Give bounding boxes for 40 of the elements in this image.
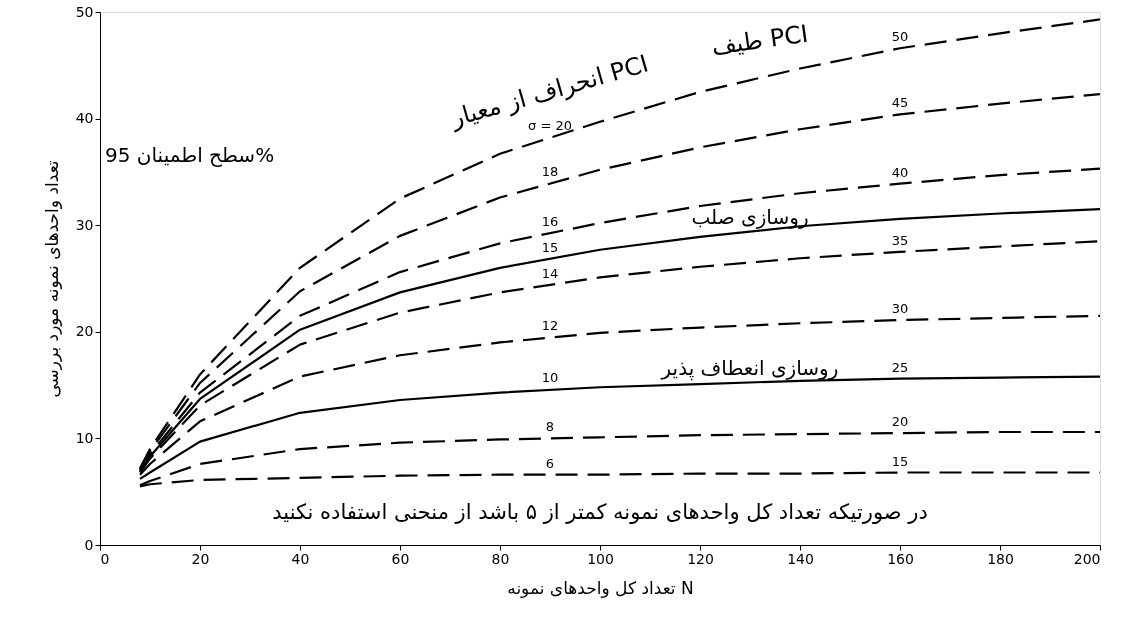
annotation: 15 [541, 240, 559, 256]
y-tick-label: 50 [75, 3, 94, 20]
annotation: 35 [891, 232, 909, 248]
x-tick-label: 140 [787, 550, 814, 567]
y-tick-label: 10 [75, 429, 94, 446]
annotation: 20 [891, 414, 909, 430]
annotation: 10 [541, 370, 559, 386]
x-tick-label: 80 [491, 550, 510, 567]
annotation: طیف PCI [709, 19, 810, 61]
annotation: 50 [891, 29, 909, 45]
annotation: 16 [541, 213, 559, 229]
y-tick-label: 30 [75, 216, 94, 233]
annotation: 14 [541, 265, 559, 281]
y-tick-label: 40 [75, 110, 94, 127]
annotation: در صورتیکه تعداد کل واحدهای نمونه کمتر از ۵ باشد از منحنی استفاده نکنید [272, 500, 928, 525]
x-tick-label: 0 [100, 550, 110, 567]
annotation: سطح اطمینان 95% [105, 142, 275, 167]
x-tick-label: 100 [587, 550, 614, 567]
annotation: 30 [891, 301, 909, 317]
annotation: 25 [891, 359, 909, 375]
x-tick-label: 60 [391, 550, 410, 567]
annotation: 40 [891, 164, 909, 180]
x-tick-label: 40 [291, 550, 310, 567]
y-axis-title: تعداد واحدهای نمونه مورد بررسی [41, 160, 62, 398]
annotation: 6 [545, 455, 555, 471]
annotation: σ = 20 [528, 117, 572, 133]
annotation: 8 [545, 419, 555, 435]
y-tick-label: 0 [84, 536, 94, 553]
y-tick-label: 20 [75, 323, 94, 340]
annotation: روسازی انعطاف پذیر [660, 355, 839, 381]
x-tick-label: 160 [887, 550, 914, 567]
x-tick-label: 20 [191, 550, 210, 567]
x-tick-label: 180 [987, 550, 1014, 567]
x-axis-title: تعداد کل واحدهای نمونه N [507, 577, 694, 598]
x-tick-label: 200 [1073, 550, 1101, 567]
annotation: 18 [541, 163, 559, 179]
x-tick-label: 120 [687, 550, 714, 567]
annotation: 12 [541, 318, 559, 334]
annotation: 45 [891, 95, 909, 111]
annotation: 15 [891, 453, 909, 469]
